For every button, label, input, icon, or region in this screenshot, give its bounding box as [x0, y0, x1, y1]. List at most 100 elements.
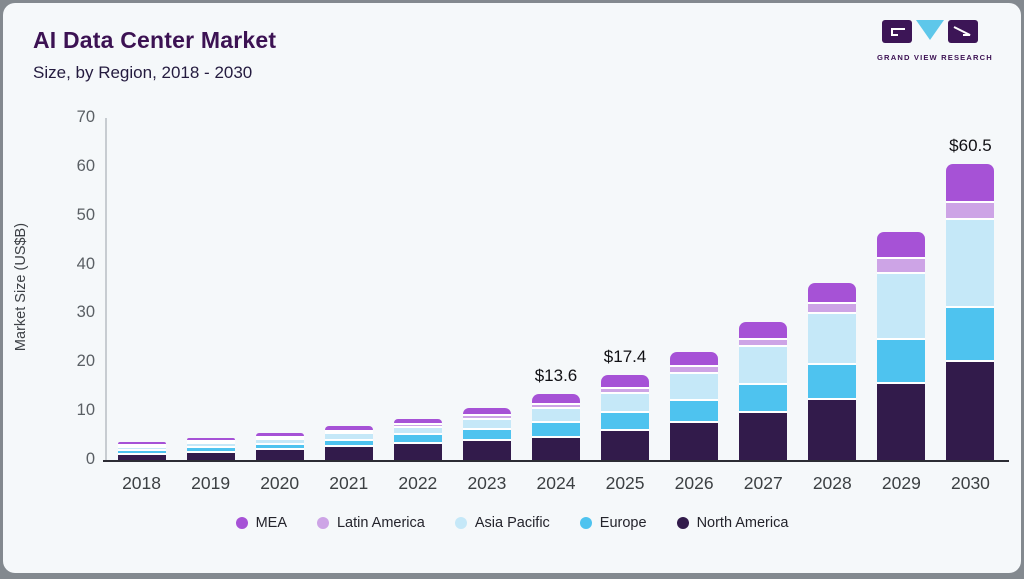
bar-segment-asia-pacific	[601, 392, 650, 411]
bar-segment-asia-pacific	[324, 432, 373, 439]
legend-item-asia-pacific: Asia Pacific	[454, 515, 550, 531]
bar-segment-asia-pacific	[462, 417, 511, 428]
gvr-logo-icon	[882, 20, 978, 43]
bar-segment-mea	[670, 352, 719, 366]
bar-segment-asia-pacific	[877, 271, 926, 339]
x-tick-label: 2026	[674, 473, 714, 493]
legend-label: MEA	[255, 515, 287, 531]
bar-slot-2022	[383, 118, 452, 460]
stacked-bar-2030	[946, 164, 995, 460]
x-tick-label: 2029	[881, 473, 921, 493]
legend-item-north-america: North America	[676, 515, 788, 531]
bar-slot-2027	[729, 118, 798, 460]
stacked-bar-2027	[739, 322, 788, 460]
bar-segment-latin-america	[186, 440, 235, 443]
x-tick-label: 2021	[329, 473, 369, 493]
bar-segment-europe	[601, 410, 650, 430]
stacked-bar-2023	[462, 407, 511, 460]
y-tick-label: 40	[76, 254, 95, 273]
bar-segment-north-america	[601, 429, 650, 460]
bar-segment-latin-america	[393, 423, 442, 426]
legend-label: Asia Pacific	[474, 515, 550, 531]
x-axis-line	[103, 460, 1009, 462]
bar-segment-latin-america	[324, 429, 373, 433]
bar-segment-mea	[462, 407, 511, 415]
stacked-bar-2028	[808, 283, 857, 460]
y-axis-line	[105, 118, 107, 461]
bar-slot-2029	[867, 118, 936, 460]
bar-segment-mea	[186, 437, 235, 441]
y-tick-label: 20	[76, 352, 95, 371]
bar-segment-mea	[946, 164, 995, 202]
bar-slot-2025	[591, 118, 660, 460]
bar-slot-2023	[452, 118, 521, 460]
x-tick-label: 2022	[398, 473, 438, 493]
bar-segment-north-america	[670, 420, 719, 460]
bar-slot-2028	[798, 118, 867, 460]
stacked-bar-2021	[324, 426, 373, 460]
bar-segment-mea	[255, 432, 304, 436]
bar-segment-europe	[186, 446, 235, 451]
bar-segment-mea	[393, 418, 442, 424]
bar-segment-asia-pacific	[739, 345, 788, 384]
stacked-bar-2029	[877, 231, 926, 460]
bar-segment-europe	[877, 338, 926, 382]
chart-subtitle: Size, by Region, 2018 - 2030	[33, 63, 253, 82]
bar-segment-latin-america	[462, 414, 511, 418]
bar-segment-north-america	[186, 450, 235, 460]
x-tick-label: 2027	[743, 473, 783, 493]
legend-item-europe: Europe	[579, 515, 647, 531]
x-tick-label: 2023	[467, 473, 507, 493]
bar-segment-mea	[739, 322, 788, 339]
bar-segment-latin-america	[877, 257, 926, 272]
bar-slot-2020	[245, 118, 314, 460]
legend-label: Europe	[599, 515, 647, 531]
y-tick-label: 0	[85, 450, 95, 468]
bar-segment-latin-america	[739, 338, 788, 346]
legend-dot-north-america	[676, 517, 689, 529]
bar-segment-mea	[808, 283, 857, 302]
bar-segment-north-america	[877, 381, 926, 460]
bar-segment-latin-america	[117, 443, 166, 446]
bar-segment-north-america	[739, 411, 788, 460]
bar-segment-europe	[946, 305, 995, 361]
x-tick-label: 2018	[122, 473, 161, 493]
bar-segment-europe	[117, 449, 166, 453]
bar-segment-europe	[462, 427, 511, 440]
stacked-bar-2018	[117, 441, 166, 460]
bar-segment-latin-america	[255, 435, 304, 438]
data-label-2025: $17.4	[603, 346, 647, 366]
bar-segment-asia-pacific	[117, 445, 166, 450]
bar-slot-2019	[176, 118, 245, 460]
plot-area: $13.6 $17.4 $60.5	[107, 118, 1005, 460]
y-axis-title: Market Size (US$B)	[13, 222, 29, 352]
bar-segment-europe	[531, 420, 580, 436]
bar-segment-latin-america	[670, 365, 719, 372]
bar-slot-2030	[936, 118, 1005, 460]
bar-segment-mea	[877, 231, 926, 258]
legend-dot-asia-pacific	[454, 517, 467, 529]
bar-segment-europe	[255, 442, 304, 449]
data-label-2030: $60.5	[949, 136, 992, 156]
data-label-2024: $13.6	[534, 365, 578, 385]
bar-segment-mea	[601, 375, 650, 388]
bar-segment-mea	[324, 426, 373, 430]
y-tick-label: 50	[76, 205, 95, 224]
bar-segment-asia-pacific	[808, 312, 857, 364]
bar-segment-latin-america	[601, 387, 650, 393]
bar-segment-north-america	[946, 360, 995, 460]
bar-slot-2026	[660, 118, 729, 460]
bar-segment-asia-pacific	[393, 425, 442, 434]
logo-text: GRAND VIEW RESEARCH	[877, 53, 993, 62]
y-tick-label: 70	[76, 108, 95, 126]
bar-segment-north-america	[462, 439, 511, 460]
x-tick-label: 2030	[950, 473, 990, 493]
bar-segment-north-america	[393, 442, 442, 460]
y-tick-label: 30	[76, 303, 95, 322]
legend-dot-latin-america	[316, 517, 329, 529]
legend-item-mea: MEA	[235, 515, 287, 531]
bar-slot-2018	[107, 118, 176, 460]
bar-segment-mea	[117, 441, 166, 444]
chart-legend: MEA Latin America Asia Pacific Europe North …	[3, 515, 1021, 531]
legend-dot-europe	[579, 517, 592, 529]
